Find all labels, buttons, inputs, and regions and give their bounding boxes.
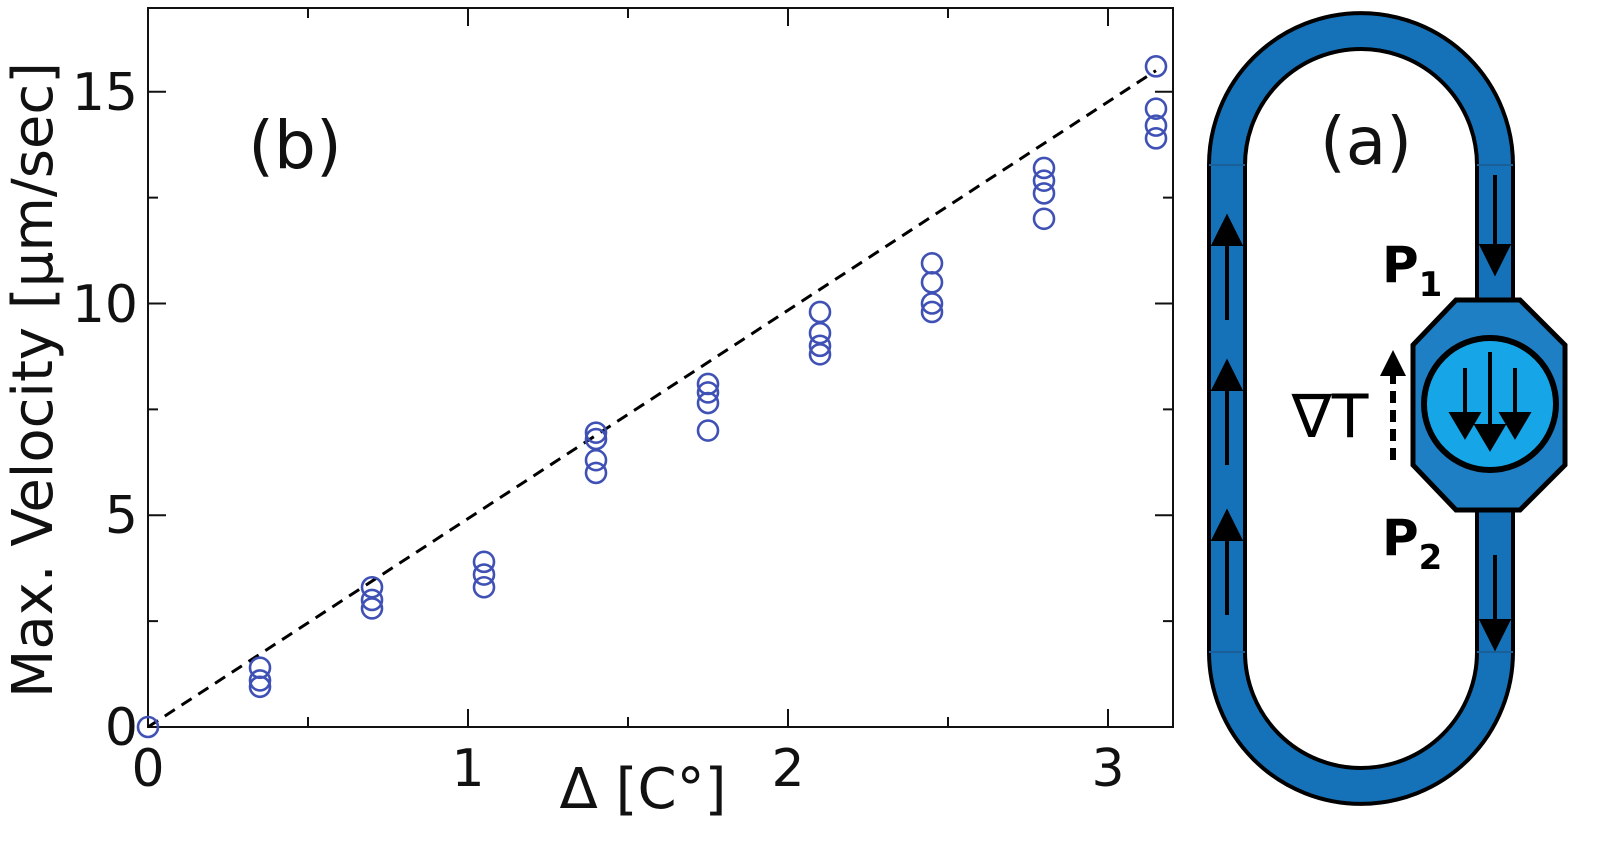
data-point	[920, 292, 944, 315]
plot-frame	[147, 7, 1174, 728]
data-point	[1144, 55, 1168, 78]
data-point	[1144, 127, 1168, 150]
down-arrow-icon	[1478, 555, 1512, 652]
up-arrow-icon	[1210, 358, 1244, 465]
data-point	[584, 448, 608, 472]
x-tick-labels: 0 1 2 3	[131, 739, 1124, 799]
flow-loop	[1209, 13, 1513, 804]
data-point	[360, 588, 384, 612]
flow-loop-schematic: ∇T P1 P2 (a)	[1207, 11, 1568, 806]
x-tick-label-3: 3	[1091, 739, 1124, 799]
data-point	[696, 419, 720, 442]
data-point	[472, 550, 496, 574]
down-arrow-icon	[1478, 175, 1512, 277]
x-tick-label-1: 1	[451, 739, 484, 799]
panel-label-b: (b)	[248, 107, 341, 184]
x-tick-label-0: 0	[131, 739, 164, 799]
gradient-label: ∇T	[1291, 382, 1369, 452]
data-point	[472, 575, 496, 599]
pressure-label-p1: P1	[1382, 236, 1442, 305]
data-point	[248, 675, 272, 699]
up-arrow-icon	[1210, 508, 1244, 615]
data-point	[584, 461, 608, 485]
data-point	[696, 381, 720, 404]
data-point	[1144, 97, 1168, 120]
data-point	[1032, 156, 1056, 180]
axis-ticks	[148, 8, 1173, 727]
data-point	[584, 421, 608, 444]
y-tick-labels: 0 5 10 15	[72, 63, 138, 758]
data-point	[1032, 207, 1056, 231]
data-point	[808, 343, 832, 366]
sphere-flow-arrows	[1448, 352, 1532, 452]
y-tick-label-0: 0	[105, 698, 138, 758]
fit-line-group	[147, 69, 1157, 729]
data-point	[248, 669, 272, 692]
data-point	[920, 300, 944, 324]
data-point	[472, 563, 496, 586]
data-point	[1032, 182, 1056, 205]
up-arrow-icon	[1210, 213, 1244, 320]
x-axis-label: Δ [C°]	[560, 757, 727, 822]
y-tick-label-10: 10	[72, 275, 138, 335]
data-point	[1144, 114, 1168, 137]
data-point	[808, 334, 832, 358]
data-point	[696, 391, 720, 415]
data-point	[920, 251, 944, 275]
y-tick-label-5: 5	[105, 486, 138, 546]
data-point	[920, 271, 944, 294]
data-point	[360, 597, 384, 620]
data-point	[136, 715, 160, 739]
fit-line	[147, 69, 1157, 729]
data-point	[1032, 169, 1056, 192]
pressure-label-p2: P2	[1382, 509, 1442, 578]
y-axis-label: Max. Velocity [μm/sec]	[1, 62, 66, 698]
panel-label-a: (a)	[1320, 103, 1412, 180]
gradient-arrow-icon	[1380, 350, 1406, 462]
y-tick-label-15: 15	[72, 63, 138, 123]
data-point	[808, 300, 832, 324]
data-points	[136, 55, 1168, 739]
x-tick-label-2: 2	[771, 739, 804, 799]
